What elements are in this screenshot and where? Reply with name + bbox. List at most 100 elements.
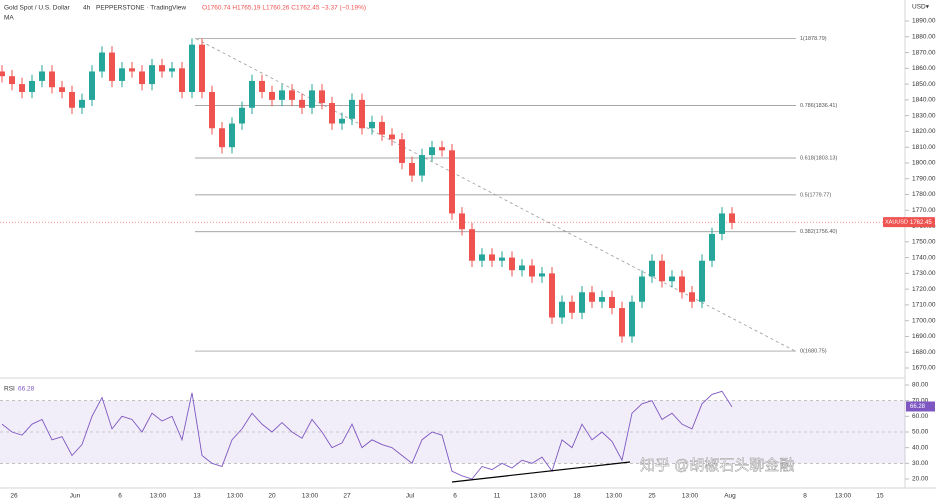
candle-body bbox=[159, 65, 165, 72]
watermark: 知乎 @胡椒石头聊金融 bbox=[640, 457, 794, 474]
time-label: 13:00 bbox=[606, 493, 623, 500]
candle-body bbox=[629, 301, 635, 337]
candle-body bbox=[0, 71, 5, 77]
candle-body bbox=[419, 155, 425, 176]
candle-body bbox=[669, 276, 675, 282]
candle-body bbox=[239, 107, 245, 124]
price-tick-label: 1670.00 bbox=[912, 365, 936, 372]
price-tick-label: 1820.00 bbox=[912, 128, 936, 135]
candle-body bbox=[369, 121, 375, 129]
candle-body bbox=[389, 134, 395, 140]
candle-body bbox=[79, 99, 85, 108]
candle-body bbox=[699, 260, 705, 302]
time-label: 6 bbox=[118, 493, 122, 500]
candle-body bbox=[139, 71, 145, 85]
candle-body bbox=[619, 308, 625, 337]
price-tick-label: 1740.00 bbox=[912, 254, 936, 261]
price-tick-label: 1860.00 bbox=[912, 65, 936, 72]
price-tick-label: 1780.00 bbox=[912, 191, 936, 198]
candle-body bbox=[559, 301, 565, 318]
candle-body bbox=[289, 90, 295, 100]
candle-body bbox=[29, 80, 35, 92]
rsi-title: RSI bbox=[4, 386, 15, 393]
time-label: 6 bbox=[453, 493, 457, 500]
candle-body bbox=[679, 276, 685, 293]
candle-body bbox=[259, 80, 265, 92]
candle-body bbox=[359, 99, 365, 129]
rsi-trendline bbox=[451, 461, 631, 483]
candle-body bbox=[109, 52, 115, 81]
candle-body bbox=[209, 91, 215, 129]
candle-body bbox=[19, 84, 25, 92]
time-label: Jul bbox=[406, 493, 415, 500]
fib-label: 0.382(1756.40) bbox=[800, 229, 837, 235]
price-tick-label: 1800.00 bbox=[912, 160, 936, 167]
time-label: 13:00 bbox=[682, 493, 699, 500]
price-tick-label: 1770.00 bbox=[912, 207, 936, 214]
time-label: 15 bbox=[876, 493, 884, 500]
rsi-tick-label: 50.00 bbox=[912, 429, 929, 436]
candle-body bbox=[39, 71, 45, 81]
time-label: 25 bbox=[648, 493, 656, 500]
time-label: 13:00 bbox=[227, 493, 244, 500]
candle-body bbox=[659, 260, 665, 282]
rsi-current: 66.28 bbox=[18, 386, 35, 393]
price-tick-label: 1870.00 bbox=[912, 49, 936, 56]
candle-body bbox=[459, 213, 465, 230]
candle-body bbox=[579, 292, 585, 313]
candle-body bbox=[639, 276, 645, 302]
candle-body bbox=[299, 99, 305, 108]
candle-body bbox=[189, 44, 195, 92]
candle-body bbox=[689, 292, 695, 302]
time-label: 20 bbox=[268, 493, 276, 500]
candle-body bbox=[9, 76, 15, 85]
rsi-tick-label: 60.00 bbox=[912, 413, 929, 420]
rsi-current-axis-label: 66.28 bbox=[910, 404, 926, 410]
time-label: 11 bbox=[494, 493, 501, 500]
time-label: 26 bbox=[10, 493, 18, 500]
price-tick-label: 1720.00 bbox=[912, 286, 936, 293]
price-tick-label: 1810.00 bbox=[912, 144, 936, 151]
time-label: Aug bbox=[724, 493, 736, 500]
price-tick-label: 1700.00 bbox=[912, 317, 936, 324]
candle-body bbox=[339, 118, 345, 124]
rsi-tick-label: 70.00 bbox=[912, 397, 929, 404]
symbol: Gold Spot / U.S. Dollar bbox=[4, 5, 71, 12]
candle-body bbox=[129, 68, 135, 72]
candle-body bbox=[249, 80, 255, 108]
interval: 4h bbox=[83, 5, 91, 12]
time-label: 13:00 bbox=[150, 493, 167, 500]
time-label: 18 bbox=[573, 493, 581, 500]
candle-body bbox=[179, 68, 185, 92]
candle-body bbox=[379, 121, 385, 135]
ma-label: MA bbox=[4, 15, 14, 22]
fib-label: 0(1680.75) bbox=[800, 348, 827, 354]
rsi-line bbox=[1, 390, 733, 480]
current-symbol: XAUUSD bbox=[885, 220, 908, 226]
rsi-tick-label: 40.00 bbox=[912, 444, 929, 451]
time-label: 13:00 bbox=[835, 493, 852, 500]
price-tick-label: 1750.00 bbox=[912, 239, 936, 246]
candle-body bbox=[539, 273, 545, 277]
candle-body bbox=[569, 301, 575, 313]
current-price-box bbox=[883, 217, 935, 228]
price-tick-label: 1690.00 bbox=[912, 333, 936, 340]
price-tick-label: 1840.00 bbox=[912, 97, 936, 104]
candle-body bbox=[269, 91, 275, 100]
candle-body bbox=[409, 162, 415, 176]
ohlc: O1760.74 H1765.19 L1760.26 C1762.45 −3.3… bbox=[202, 5, 366, 12]
candle-body bbox=[309, 90, 315, 108]
candle-body bbox=[119, 68, 125, 81]
currency: USD▾ bbox=[912, 4, 930, 11]
trendline bbox=[195, 38, 796, 352]
candle-body bbox=[529, 265, 535, 277]
candle-body bbox=[229, 123, 235, 148]
candle-body bbox=[469, 229, 475, 261]
candle-body bbox=[589, 292, 595, 302]
fib-label: 0.5(1779.77) bbox=[800, 192, 831, 198]
candle-body bbox=[489, 254, 495, 261]
price-tick-label: 1680.00 bbox=[912, 349, 936, 356]
rsi-current-box bbox=[906, 401, 935, 412]
candle-body bbox=[709, 233, 715, 261]
